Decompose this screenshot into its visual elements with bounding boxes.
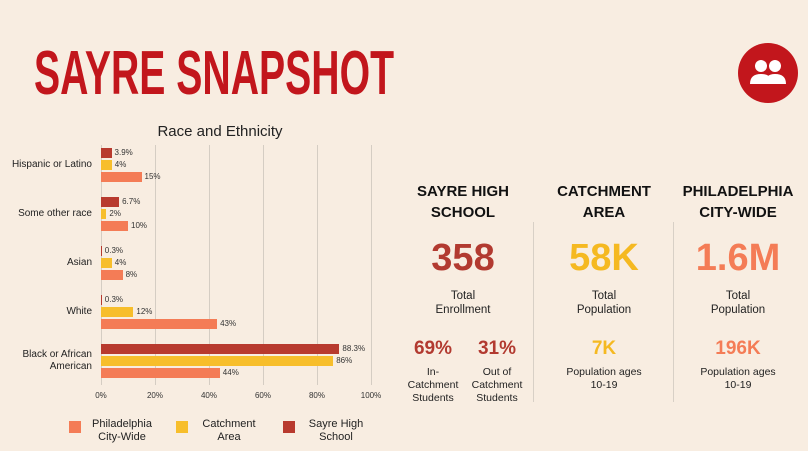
bar (101, 148, 112, 158)
title-box: SAYRE SNAPSHOT (34, 40, 394, 100)
value-label: 3.9% (114, 148, 133, 157)
bar (101, 209, 107, 219)
value-label: 2% (109, 209, 121, 218)
sub-label: Population ages 10-19 (566, 366, 642, 391)
stat-heading: PHILADELPHIA CITY-WIDE (682, 183, 794, 221)
stat-value: 358 (431, 237, 495, 279)
category-label: Asian (66, 257, 92, 268)
divider (533, 222, 534, 402)
bar (101, 172, 142, 182)
grid-line (209, 145, 210, 385)
sub-label: Population ages 10-19 (700, 366, 776, 391)
bar (101, 246, 102, 256)
value-label: 12% (136, 307, 153, 316)
sub-value: 196K (715, 338, 761, 359)
x-tick-label: 0% (95, 391, 107, 400)
chart-title: Race and Ethnicity (157, 123, 283, 140)
value-label: 15% (144, 172, 161, 181)
category-label: Some other race (18, 208, 92, 219)
grid-line (263, 145, 264, 385)
stat-value: 58K (569, 237, 639, 279)
stat-heading: SAYRE HIGH SCHOOL (417, 183, 509, 221)
value-label: 8% (125, 270, 138, 279)
value-label: 86% (336, 356, 353, 365)
value-label: 44% (222, 368, 239, 377)
legend-label: Philadelphia City-Wide (92, 418, 152, 443)
legend-swatch (283, 421, 295, 433)
legend-label: Catchment Area (202, 418, 256, 443)
value-label: 88.3% (342, 344, 366, 353)
legend-label: Sayre High School (308, 418, 364, 443)
value-label: 43% (220, 319, 237, 328)
x-tick-label: 60% (254, 391, 271, 400)
bar (101, 344, 340, 354)
stat-value: 1.6M (695, 237, 781, 279)
bar (101, 258, 112, 268)
category-label: Hispanic or Latino (11, 159, 92, 170)
stat-label: Total Population (576, 290, 632, 316)
stat-heading: CATCHMENT AREA (557, 183, 651, 221)
x-tick-label: 80% (308, 391, 325, 400)
grid-line (155, 145, 156, 385)
value-label: 10% (131, 221, 148, 230)
value-label: 4% (114, 160, 127, 169)
sub-label: Out of Catchment Students (471, 366, 523, 404)
value-label: 4% (114, 258, 127, 267)
sub-value: 7K (591, 338, 617, 359)
legend-swatch (176, 421, 188, 433)
x-tick-label: 100% (360, 391, 382, 400)
bar (101, 295, 102, 305)
x-tick-label: 20% (146, 391, 163, 400)
bar (101, 307, 134, 317)
bar (101, 356, 334, 366)
legend-swatch (69, 421, 81, 433)
grid-line (371, 145, 372, 385)
sub-value: 69% (413, 338, 453, 359)
bar (101, 160, 112, 170)
stat-label: Total Population (710, 290, 766, 316)
bar (101, 270, 123, 280)
page-title: SAYRE SNAPSHOT (34, 40, 394, 100)
bar (101, 368, 220, 378)
sub-label: In-Catchment Students (407, 366, 459, 404)
value-label: 6.7% (122, 197, 141, 206)
stat-label: Total Enrollment (435, 290, 491, 316)
divider (673, 222, 674, 402)
value-label: 0.3% (104, 295, 124, 304)
value-label: 0.3% (104, 246, 124, 255)
category-label: Black or African American (22, 349, 92, 372)
icon (738, 43, 798, 103)
category-label: White (66, 306, 92, 317)
grid-line (317, 145, 318, 385)
bar (101, 197, 120, 207)
bar (101, 221, 128, 231)
x-tick-label: 40% (200, 391, 217, 400)
sub-value: 31% (477, 338, 517, 359)
bar (101, 319, 218, 329)
